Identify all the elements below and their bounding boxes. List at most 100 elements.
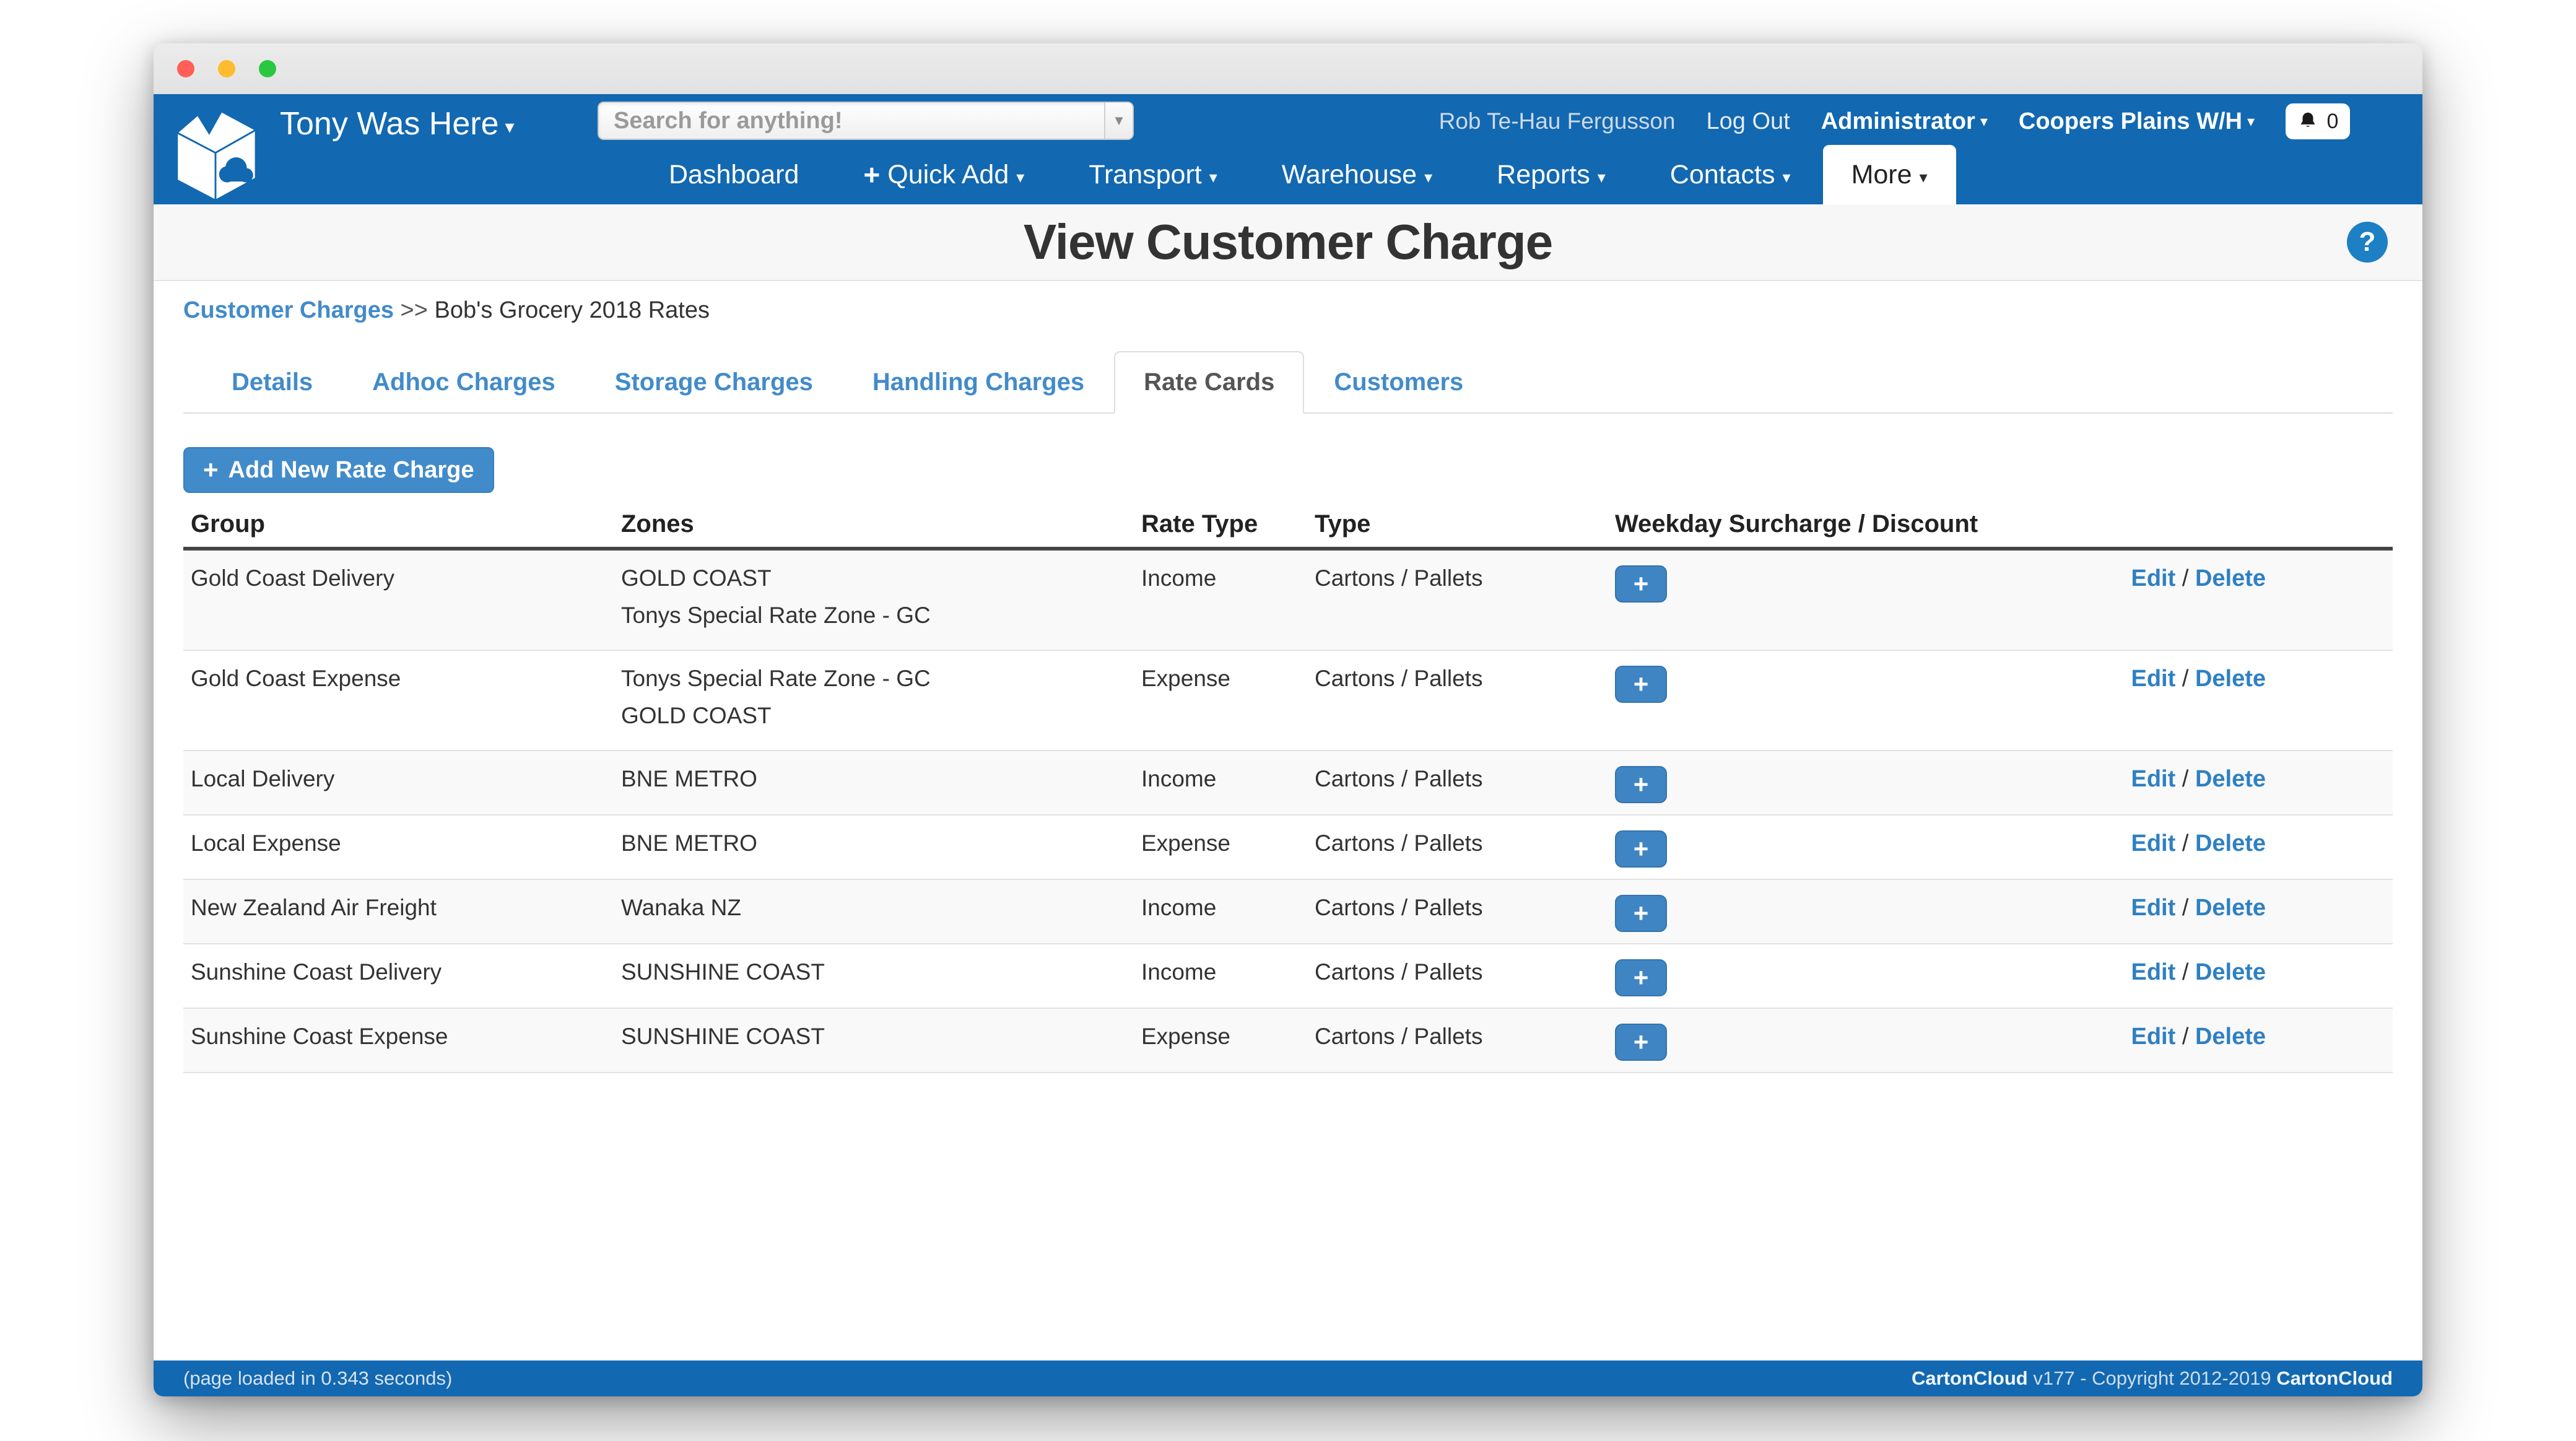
cell-group: Gold Coast Expense — [191, 666, 401, 691]
nav-item-reports[interactable]: Reports ▾ — [1464, 145, 1638, 204]
edit-link[interactable]: Edit — [2131, 666, 2176, 692]
add-surcharge-button[interactable]: + — [1615, 666, 1667, 703]
nav-item-contacts[interactable]: Contacts ▾ — [1638, 145, 1823, 204]
edit-link[interactable]: Edit — [2131, 766, 2176, 792]
zone-name: SUNSHINE COAST — [621, 959, 825, 985]
plus-icon: + — [863, 159, 881, 191]
chevron-down-icon: ▾ — [1782, 167, 1791, 186]
role-dropdown[interactable]: Administrator ▾ — [1821, 108, 1988, 134]
add-surcharge-button[interactable]: + — [1615, 830, 1667, 868]
nav-item-quick-add[interactable]: + Quick Add ▾ — [831, 145, 1056, 204]
add-surcharge-button[interactable]: + — [1615, 895, 1667, 932]
action-separator: / — [2182, 666, 2189, 692]
delete-link[interactable]: Delete — [2195, 959, 2266, 985]
add-surcharge-button[interactable]: + — [1615, 565, 1667, 603]
app-navbar: Tony Was Here ▾ ▼ Rob Te-Hau Fergusson L… — [154, 94, 2422, 204]
delete-link[interactable]: Delete — [2195, 565, 2266, 591]
cell-type: Cartons / Pallets — [1315, 895, 1483, 920]
column-header-rate-type: Rate Type — [1141, 510, 1258, 538]
delete-link[interactable]: Delete — [2195, 830, 2266, 856]
add-new-rate-charge-button[interactable]: + Add New Rate Charge — [183, 447, 494, 493]
page-load-time: (page loaded in 0.343 seconds) — [183, 1367, 453, 1389]
zoom-window-button[interactable] — [259, 60, 276, 77]
edit-link[interactable]: Edit — [2131, 830, 2176, 856]
chevron-down-icon: ▾ — [2247, 113, 2255, 130]
cell-zones: BNE METRO — [621, 751, 1141, 814]
close-window-button[interactable] — [177, 60, 194, 77]
zone-name: Wanaka NZ — [621, 895, 741, 920]
cell-actions: Edit / Delete — [2073, 751, 2393, 814]
edit-link[interactable]: Edit — [2131, 565, 2176, 591]
brand-menu[interactable]: Tony Was Here ▾ — [280, 105, 515, 142]
add-surcharge-button[interactable]: + — [1615, 1024, 1667, 1061]
cell-actions: Edit / Delete — [2073, 651, 2393, 750]
cell-actions: Edit / Delete — [2073, 551, 2393, 650]
nav-item-warehouse[interactable]: Warehouse ▾ — [1250, 145, 1464, 204]
tab-adhoc-charges[interactable]: Adhoc Charges — [372, 368, 555, 396]
nav-item-label: Transport — [1089, 159, 1202, 189]
cell-zones: Wanaka NZ — [621, 880, 1141, 943]
cartoncloud-logo-icon[interactable] — [170, 99, 261, 199]
add-surcharge-button[interactable]: + — [1615, 959, 1667, 996]
current-user-name: Rob Te-Hau Fergusson — [1438, 108, 1676, 134]
edit-link[interactable]: Edit — [2131, 895, 2176, 921]
nav-item-transport[interactable]: Transport ▾ — [1056, 145, 1249, 204]
cell-actions: Edit / Delete — [2073, 944, 2393, 1008]
tab-rate-cards[interactable]: Rate Cards — [1114, 351, 1305, 414]
cell-actions: Edit / Delete — [2073, 880, 2393, 943]
plus-icon: + — [203, 455, 219, 484]
breadcrumb-customer-charges-link[interactable]: Customer Charges — [183, 297, 394, 323]
cell-type: Cartons / Pallets — [1315, 959, 1483, 985]
tab-details[interactable]: Details — [232, 368, 313, 396]
charge-tabs: Details Adhoc Charges Storage Charges Handl… — [183, 351, 2393, 414]
edit-link[interactable]: Edit — [2131, 959, 2176, 985]
tab-handling-charges[interactable]: Handling Charges — [872, 368, 1085, 396]
notifications-button[interactable]: 0 — [2286, 103, 2350, 139]
cell-weekday-surcharge: + — [1615, 880, 2073, 943]
edit-link[interactable]: Edit — [2131, 1024, 2176, 1050]
breadcrumb: Customer Charges >> Bob's Grocery 2018 R… — [183, 297, 2393, 324]
search-dropdown-button[interactable]: ▼ — [1104, 103, 1133, 139]
nav-item-label: Quick Add — [887, 159, 1009, 189]
cell-group: New Zealand Air Freight — [191, 895, 437, 920]
delete-link[interactable]: Delete — [2195, 766, 2266, 792]
nav-item-label: Contacts — [1669, 159, 1775, 189]
chevron-down-icon: ▾ — [1919, 167, 1928, 186]
delete-link[interactable]: Delete — [2195, 1024, 2266, 1050]
minimize-window-button[interactable] — [218, 60, 235, 77]
cell-type: Cartons / Pallets — [1315, 565, 1483, 591]
zone-name: SUNSHINE COAST — [621, 1024, 825, 1049]
delete-link[interactable]: Delete — [2195, 666, 2266, 692]
delete-link[interactable]: Delete — [2195, 895, 2266, 921]
cell-group: Local Expense — [191, 830, 341, 856]
add-button-label: Add New Rate Charge — [228, 456, 474, 483]
search-input[interactable] — [599, 103, 1104, 139]
user-bar: Rob Te-Hau Fergusson Log Out Administrat… — [1439, 103, 2350, 140]
zone-name: BNE METRO — [621, 830, 757, 856]
nav-item-label: Reports — [1497, 159, 1590, 189]
column-header-type: Type — [1315, 510, 1371, 538]
cell-zones: GOLD COAST Tonys Special Rate Zone - GC — [621, 551, 1141, 650]
nav-item-dashboard[interactable]: Dashboard — [637, 145, 831, 204]
cell-weekday-surcharge: + — [1615, 751, 2073, 814]
tab-storage-charges[interactable]: Storage Charges — [614, 368, 813, 396]
logout-link[interactable]: Log Out — [1706, 108, 1790, 134]
action-separator: / — [2182, 1024, 2189, 1050]
chevron-down-icon: ▾ — [1980, 113, 1988, 130]
help-icon[interactable]: ? — [2347, 222, 2388, 263]
breadcrumb-separator: >> — [400, 297, 428, 323]
cell-rate-type: Expense — [1141, 666, 1230, 691]
tab-customers[interactable]: Customers — [1334, 368, 1464, 396]
browser-window: Tony Was Here ▾ ▼ Rob Te-Hau Fergusson L… — [154, 43, 2422, 1396]
cell-zones: BNE METRO — [621, 816, 1141, 879]
nav-item-label: Dashboard — [669, 159, 799, 189]
action-separator: / — [2182, 959, 2189, 985]
cell-group: Gold Coast Delivery — [191, 565, 395, 591]
cell-group: Local Delivery — [191, 766, 335, 791]
cell-group: Sunshine Coast Delivery — [191, 959, 442, 985]
column-header-zones: Zones — [621, 510, 694, 538]
nav-item-more[interactable]: More ▾ — [1822, 145, 1956, 204]
warehouse-dropdown[interactable]: Coopers Plains W/H ▾ — [2018, 108, 2255, 134]
brand-label: Tony Was Here — [280, 106, 499, 142]
add-surcharge-button[interactable]: + — [1615, 766, 1667, 803]
